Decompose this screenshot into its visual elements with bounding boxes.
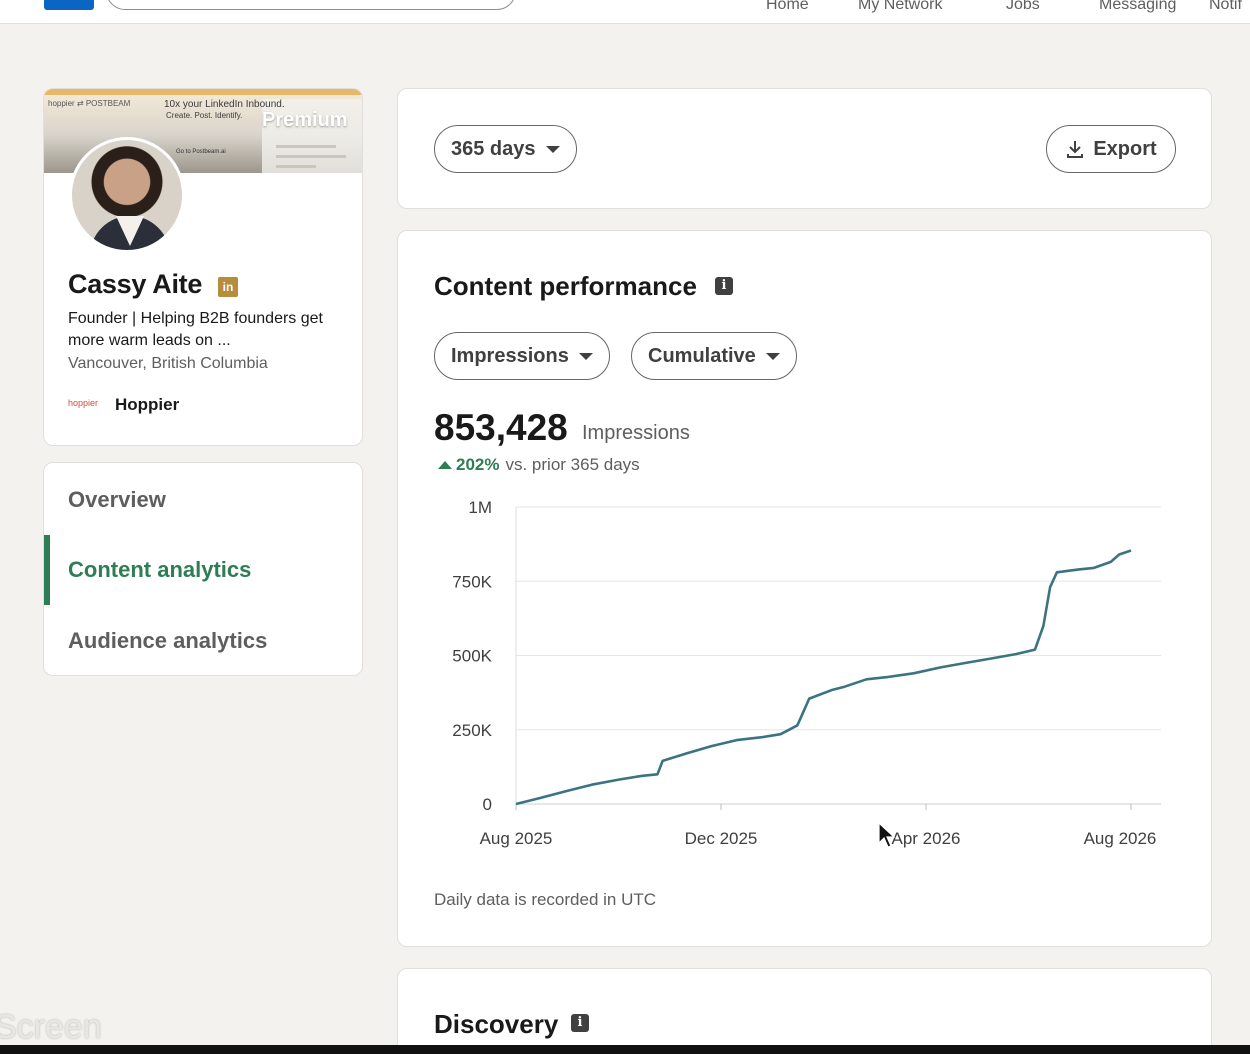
side-nav-overview[interactable]: Overview — [68, 487, 166, 512]
nav-jobs[interactable]: Jobs — [1006, 0, 1040, 13]
info-icon[interactable]: i — [571, 1014, 589, 1032]
banner-subline: Create. Post. Identify. — [166, 111, 243, 120]
profile-card: hoppier ⇄ POSTBEAM 10x your LinkedIn Inb… — [43, 88, 363, 446]
linkedin-premium-badge-icon: in — [218, 277, 238, 297]
impressions-line-chart[interactable]: 0 250K 500K 750K 1M Aug 2025 Dec 2025 Apr 2026 A… — [398, 481, 1212, 861]
nav-messaging[interactable]: Messaging — [1099, 0, 1177, 13]
x-tick-label: Dec 2025 — [685, 829, 758, 848]
bottom-bar — [0, 1045, 1250, 1054]
export-label: Export — [1093, 137, 1157, 160]
filter-bar: 365 days Export — [397, 88, 1212, 209]
company-logo: hoppier — [68, 398, 99, 408]
nav-notifications[interactable]: Notif — [1209, 0, 1242, 13]
banner-brand: hoppier ⇄ POSTBEAM — [48, 99, 131, 108]
date-range-dropdown[interactable]: 365 days — [434, 125, 577, 173]
change-text: vs. prior 365 days — [505, 455, 640, 474]
x-tick-label: Aug 2025 — [480, 829, 553, 848]
download-icon — [1065, 139, 1085, 159]
content-performance-title: Content performance — [434, 271, 697, 301]
aggregation-dropdown[interactable]: Cumulative — [631, 332, 797, 380]
change-indicator: 202% vs. prior 365 days — [438, 455, 640, 475]
premium-label: Premium — [262, 109, 348, 131]
x-tick-label: Aug 2026 — [1084, 829, 1157, 848]
aggregation-label: Cumulative — [648, 344, 756, 367]
discovery-card: Discovery i — [397, 968, 1212, 1054]
caret-down-icon — [765, 352, 780, 360]
discovery-title: Discovery — [434, 1009, 559, 1039]
total-impressions: 853,428 — [434, 407, 568, 448]
y-tick-label: 250K — [452, 721, 492, 740]
profile-location: Vancouver, British Columbia — [68, 355, 268, 372]
screen-recorder-watermark: Screen — [0, 1008, 102, 1046]
arrow-up-icon — [438, 461, 452, 469]
metric-dropdown[interactable]: Impressions — [434, 332, 610, 380]
content-performance-card: Content performance i Impressions Cumula… — [397, 230, 1212, 947]
date-range-label: 365 days — [451, 137, 536, 160]
export-button[interactable]: Export — [1046, 125, 1176, 173]
side-nav-content-analytics[interactable]: Content analytics — [44, 535, 362, 605]
banner-tagline: 10x your LinkedIn Inbound. — [164, 99, 285, 110]
impressions-series-line — [515, 549, 1132, 806]
linkedin-logo-icon[interactable] — [44, 0, 94, 10]
banner-cta: Go to Postbeam.ai — [176, 149, 226, 155]
profile-headline: Founder | Helping B2B founders get more … — [68, 310, 323, 349]
total-unit: Impressions — [582, 422, 690, 444]
y-tick-label: 750K — [452, 572, 492, 591]
metric-label: Impressions — [451, 344, 569, 367]
x-tick-label: Apr 2026 — [892, 829, 961, 848]
mouse-cursor-icon — [878, 822, 896, 848]
nav-home[interactable]: Home — [766, 0, 809, 13]
search-input[interactable] — [106, 0, 516, 10]
info-icon[interactable]: i — [715, 277, 733, 295]
profile-name[interactable]: Cassy Aite — [68, 269, 203, 299]
top-nav-bar: Home My Network Jobs Messaging Notif — [0, 0, 1250, 24]
y-tick-label: 0 — [483, 795, 492, 814]
caret-down-icon — [578, 352, 593, 360]
analytics-side-nav: Overview Content analytics Audience anal… — [43, 462, 363, 676]
y-tick-label: 500K — [452, 647, 492, 666]
side-nav-audience-analytics[interactable]: Audience analytics — [68, 628, 268, 653]
caret-down-icon — [545, 145, 560, 153]
utc-footnote: Daily data is recorded in UTC — [434, 890, 657, 909]
company-name[interactable]: Hoppier — [115, 395, 180, 414]
nav-my-network[interactable]: My Network — [858, 0, 943, 13]
change-percent: 202% — [456, 455, 500, 474]
y-tick-label: 1M — [468, 498, 492, 517]
avatar[interactable] — [69, 137, 185, 253]
